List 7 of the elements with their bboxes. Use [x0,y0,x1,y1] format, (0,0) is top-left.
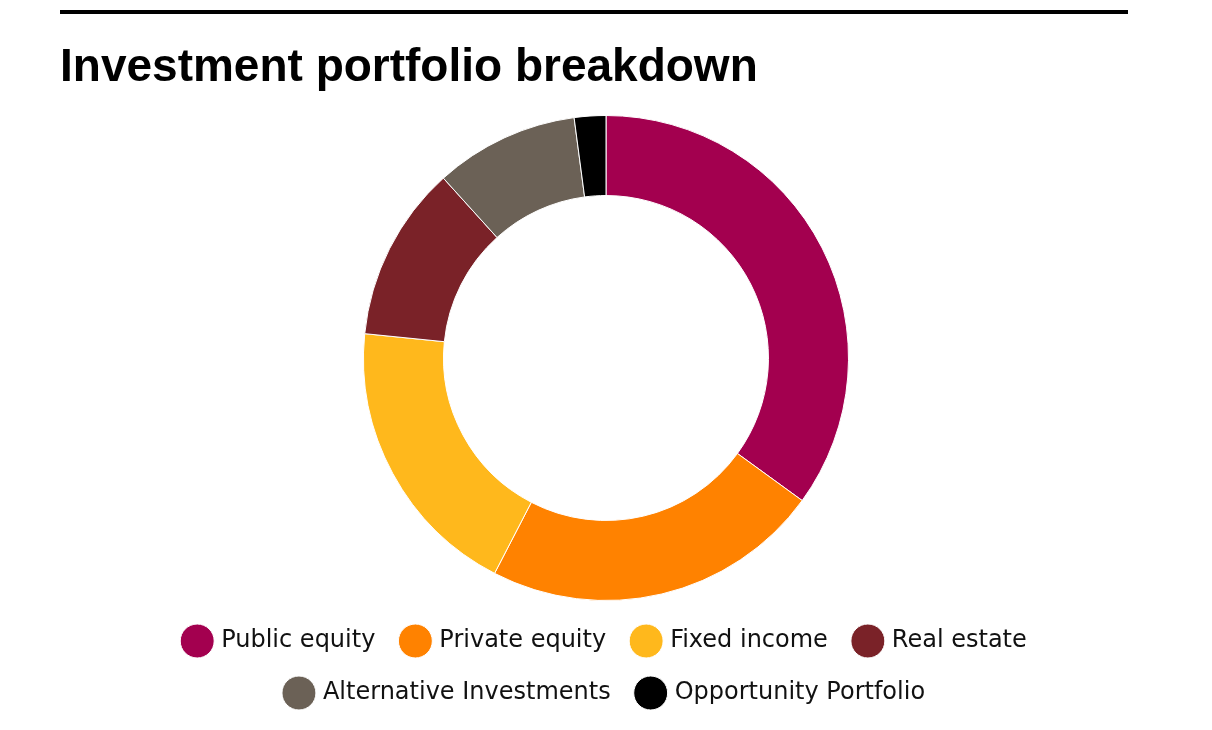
legend-label: Fixed income [670,625,828,654]
legend-label: Public equity [221,625,376,654]
legend-label: Opportunity Portfolio [674,677,926,706]
chart-title: Investment portfolio breakdown [60,10,1128,92]
legend-label: Private equity [439,625,607,654]
legend-label: Real estate [891,625,1027,654]
legend-label: Alternative Investments [322,677,611,706]
